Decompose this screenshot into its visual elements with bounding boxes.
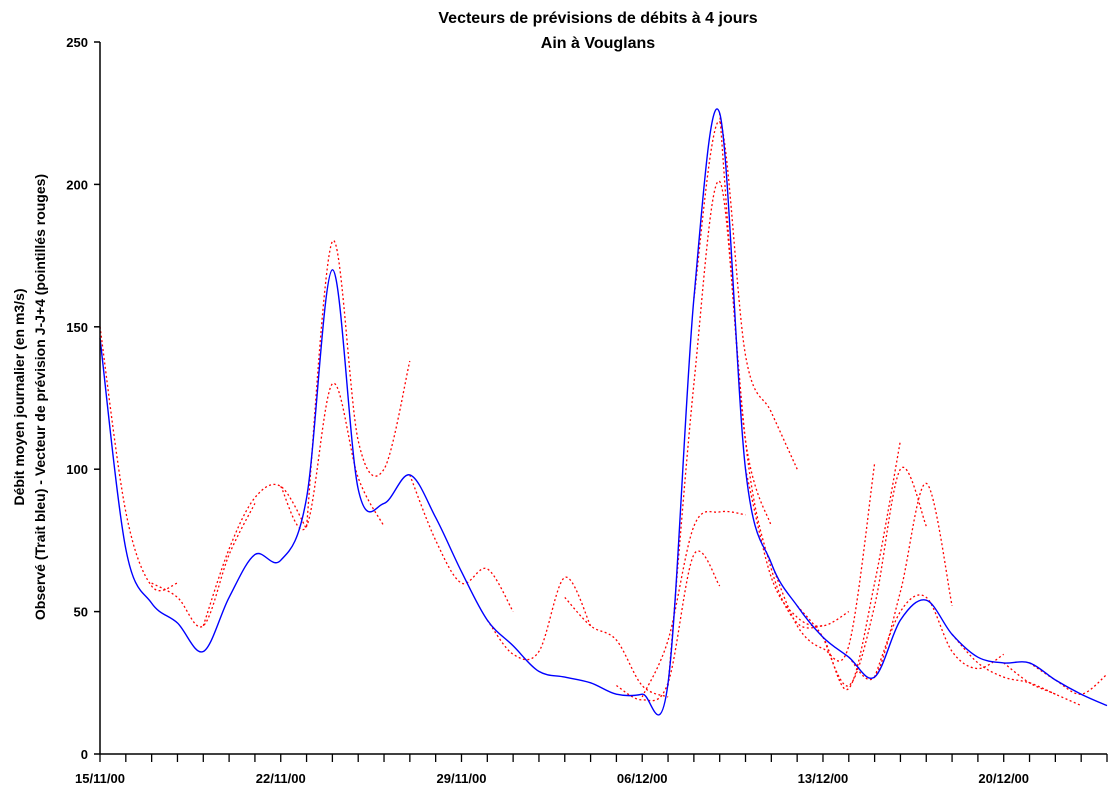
y-axis-label-line2: Observé (Trait bleu) - Vecteur de prévis… (32, 174, 48, 620)
y-axis-label-line1: Débit moyen journalier (en m3/s) (11, 288, 27, 505)
forecast-line-12 (693, 121, 798, 470)
x-tick-label-5: 20/12/00 (978, 771, 1029, 786)
y-tick-label-2: 100 (66, 462, 88, 477)
forecast-line-8 (564, 596, 669, 698)
x-tick-label-1: 22/11/00 (256, 771, 306, 786)
y-tick-label-1: 50 (74, 605, 88, 620)
chart-subtitle: Ain à Vouglans (541, 35, 655, 52)
x-tick-label-2: 29/11/00 (437, 771, 487, 786)
forecast-line-4 (280, 382, 385, 531)
forecast-line-11 (667, 180, 772, 686)
forecast-line-21 (1003, 662, 1082, 707)
forecast-line-5 (305, 240, 411, 527)
forecast-line-13 (719, 113, 824, 629)
y-tick-label-4: 200 (66, 177, 88, 192)
chart-title: Vecteurs de prévisions de débits à 4 jou… (438, 10, 757, 27)
forecast-line-10 (641, 510, 746, 698)
y-tick-label-5: 250 (66, 35, 88, 50)
y-tick-label-0: 0 (81, 747, 88, 762)
y-axis-ticks: 0 50 100 150 200 250 (66, 35, 100, 762)
forecast-line-9 (616, 550, 721, 702)
y-tick-label-3: 150 (66, 320, 88, 335)
forecast-line-20 (951, 633, 1056, 695)
forecast-line-22 (1029, 662, 1108, 695)
forecast-line-15 (770, 463, 876, 662)
forecast-line-3 (202, 483, 308, 627)
x-tick-label-4: 13/12/00 (798, 771, 849, 786)
forecast-line-7 (486, 576, 592, 661)
observed-series-group (99, 108, 1108, 716)
observed-flow-line (99, 108, 1108, 716)
forecast-line-16 (796, 440, 902, 691)
forecast-line-1 (99, 326, 178, 592)
x-axis-ticks: 15/11/00 22/11/00 29/11/00 06/12/00 13/12/00… (75, 754, 1108, 786)
forecast-line-17 (822, 466, 927, 687)
forecast-series-group (99, 113, 1108, 707)
forecast-line-14 (744, 469, 850, 627)
x-tick-label-3: 06/12/00 (617, 771, 668, 786)
forecast-line-19 (873, 594, 1005, 678)
plot-area (99, 108, 1108, 716)
x-tick-label-0: 15/11/00 (75, 771, 125, 786)
axes: 0 50 100 150 200 250 15/11/00 22/11/00 29/11/00… (66, 35, 1108, 786)
forecast-line-2 (151, 503, 256, 628)
